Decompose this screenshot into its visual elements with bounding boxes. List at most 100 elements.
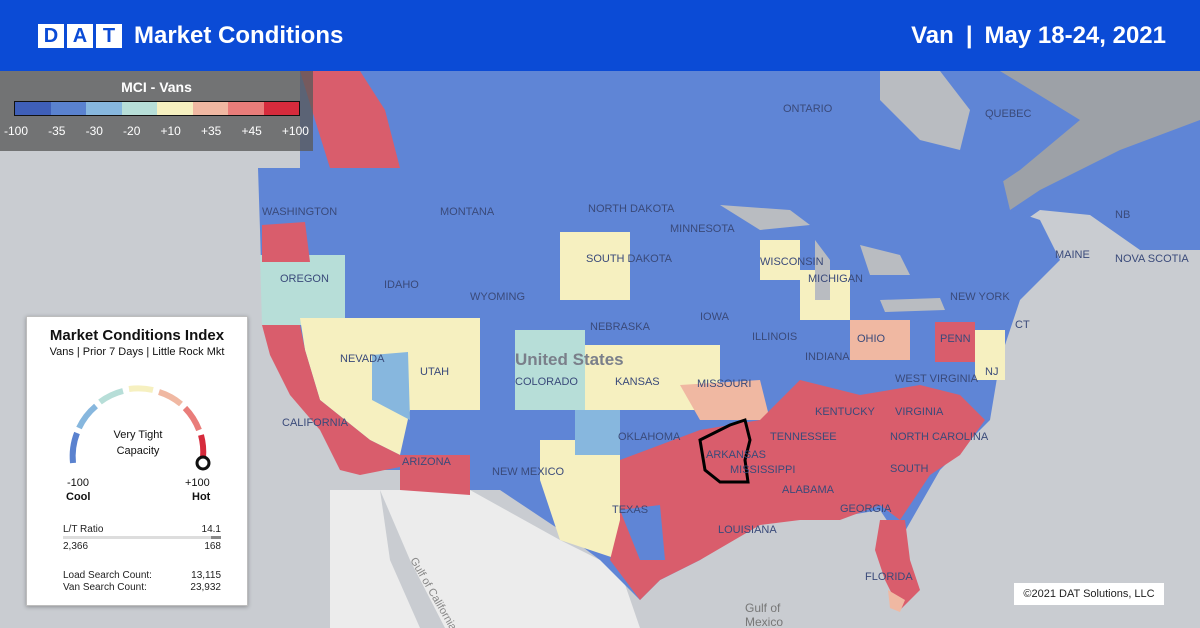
gauge-indicator	[195, 455, 211, 471]
hudson-bay	[880, 71, 970, 150]
label-louisiana: LOUISIANA	[718, 524, 777, 536]
legend-swatch-5	[157, 102, 193, 115]
label-montana: MONTANA	[440, 206, 495, 218]
label-gulf-of-mexico-line2: Mexico	[745, 615, 783, 628]
lake-michigan	[815, 240, 830, 300]
label-texas: TEXAS	[612, 504, 648, 516]
ohio-region	[850, 320, 910, 360]
label-west-virginia: WEST VIRGINIA	[895, 373, 979, 385]
gauge-status-line1: Very Tight	[113, 429, 163, 441]
gauge-max-label: +100	[185, 477, 210, 489]
load-search-label: Load Search Count:	[63, 570, 152, 581]
label-florida: FLORIDA	[865, 571, 913, 583]
label-south: SOUTH	[890, 463, 929, 475]
label-quebec: QUEBEC	[985, 108, 1032, 120]
legend-swatch-8	[263, 102, 299, 115]
missouri-region	[680, 380, 770, 420]
gauge-status-line2: Capacity	[116, 445, 160, 457]
gauge-cool-label: Cool	[66, 491, 91, 503]
legend-swatch-7	[228, 102, 264, 115]
gauge-segment-cool	[69, 431, 80, 464]
gauge-min-label: -100	[67, 477, 90, 489]
van-search-label: Van Search Count:	[63, 582, 147, 593]
label-nb: NB	[1115, 209, 1130, 221]
legend-label-5: +10	[160, 124, 181, 138]
label-indiana: INDIANA	[805, 351, 850, 363]
label-alabama: ALABAMA	[782, 484, 835, 496]
label-idaho: IDAHO	[384, 279, 419, 291]
california-region	[262, 325, 410, 475]
gauge-segment-4	[128, 385, 154, 393]
label-nj: NJ	[985, 366, 998, 378]
south-florida-region	[888, 590, 905, 612]
little-rock-market-outline[interactable]	[698, 418, 752, 484]
label-nevada: NEVADA	[340, 353, 385, 365]
label-gulf-of-mexico-line1: Gulf of	[745, 601, 781, 615]
lake-huron	[860, 245, 910, 275]
gauge-hot-label: Hot	[192, 491, 211, 503]
legend-swatch-1	[15, 102, 51, 115]
lt-ratio-bar	[63, 536, 221, 539]
mci-info-panel: Market Conditions Index Vans | Prior 7 D…	[26, 316, 248, 606]
label-kansas: KANSAS	[615, 376, 660, 388]
south-dakota-region	[560, 232, 630, 300]
label-wisconsin: WISCONSIN	[760, 256, 824, 268]
florida-region	[875, 520, 920, 610]
legend-label-3: -30	[85, 124, 103, 138]
label-arkansas: ARKANSAS	[706, 449, 766, 461]
load-search-value: 13,115	[191, 570, 221, 581]
legend-label-7: +45	[241, 124, 262, 138]
label-washington: WASHINGTON	[262, 206, 337, 218]
panel-subtitle: Vans | Prior 7 Days | Little Rock Mkt	[49, 346, 225, 358]
ratio-right-value: 168	[204, 541, 221, 552]
logo-letter-d: D	[38, 24, 64, 48]
label-ct: CT	[1015, 319, 1030, 331]
legend-title: MCI - Vans	[121, 79, 192, 95]
ratio-left-value: 2,366	[63, 541, 89, 552]
south-texas-region	[620, 505, 665, 560]
lake-erie	[880, 298, 945, 312]
label-ohio: OHIO	[857, 333, 886, 345]
lt-ratio-bar-fill	[211, 536, 221, 539]
label-tennessee: TENNESSEE	[770, 431, 837, 443]
penn-region	[935, 322, 975, 362]
label-wyoming: WYOMING	[470, 291, 525, 303]
washington-hot-region	[262, 222, 310, 262]
label-iowa: IOWA	[700, 311, 730, 323]
logo-letter-t: T	[96, 24, 122, 48]
label-oklahoma: OKLAHOMA	[618, 431, 681, 443]
label-minnesota: MINNESOTA	[670, 223, 735, 235]
legend-swatch-2	[50, 102, 86, 115]
label-illinois: ILLINOIS	[752, 331, 797, 343]
page-title: Market Conditions	[134, 22, 344, 49]
label-ontario: ONTARIO	[783, 103, 833, 115]
british-columbia-region	[300, 71, 400, 168]
copyright-notice: ©2021 DAT Solutions, LLC	[1014, 583, 1164, 605]
label-south-dakota: SOUTH DAKOTA	[586, 253, 673, 265]
gauge-segment-6	[182, 405, 202, 432]
gauge-segment-3	[98, 388, 124, 405]
label-kentucky: KENTUCKY	[815, 406, 876, 418]
lt-ratio-value: 14.1	[201, 524, 221, 535]
southeast-hot-region	[610, 380, 985, 600]
label-oregon: OREGON	[280, 273, 329, 285]
label-colorado: COLORADO	[515, 376, 578, 388]
lake-superior	[720, 205, 810, 230]
colorado-region	[515, 330, 585, 410]
legend-swatch-4	[121, 102, 157, 115]
header-separator: |	[965, 22, 973, 49]
west-texas-region	[540, 440, 620, 560]
logo-letter-a: A	[67, 24, 93, 48]
label-mississippi: MISSISSIPPI	[730, 464, 795, 476]
date-range: May 18-24, 2021	[984, 22, 1166, 49]
label-new-york: NEW YORK	[950, 291, 1010, 303]
gauge-segment-2	[76, 403, 99, 430]
label-missouri: MISSOURI	[697, 378, 751, 390]
label-arizona: ARIZONA	[402, 456, 452, 468]
arizona-hot-region	[400, 455, 470, 495]
nj-region	[975, 330, 1005, 380]
label-north-dakota: NORTH DAKOTA	[588, 203, 675, 215]
legend-swatch-6	[192, 102, 228, 115]
legend-label-6: +35	[200, 124, 222, 138]
header-bar: D A T Market Conditions Van | May 18-24,…	[0, 0, 1200, 71]
